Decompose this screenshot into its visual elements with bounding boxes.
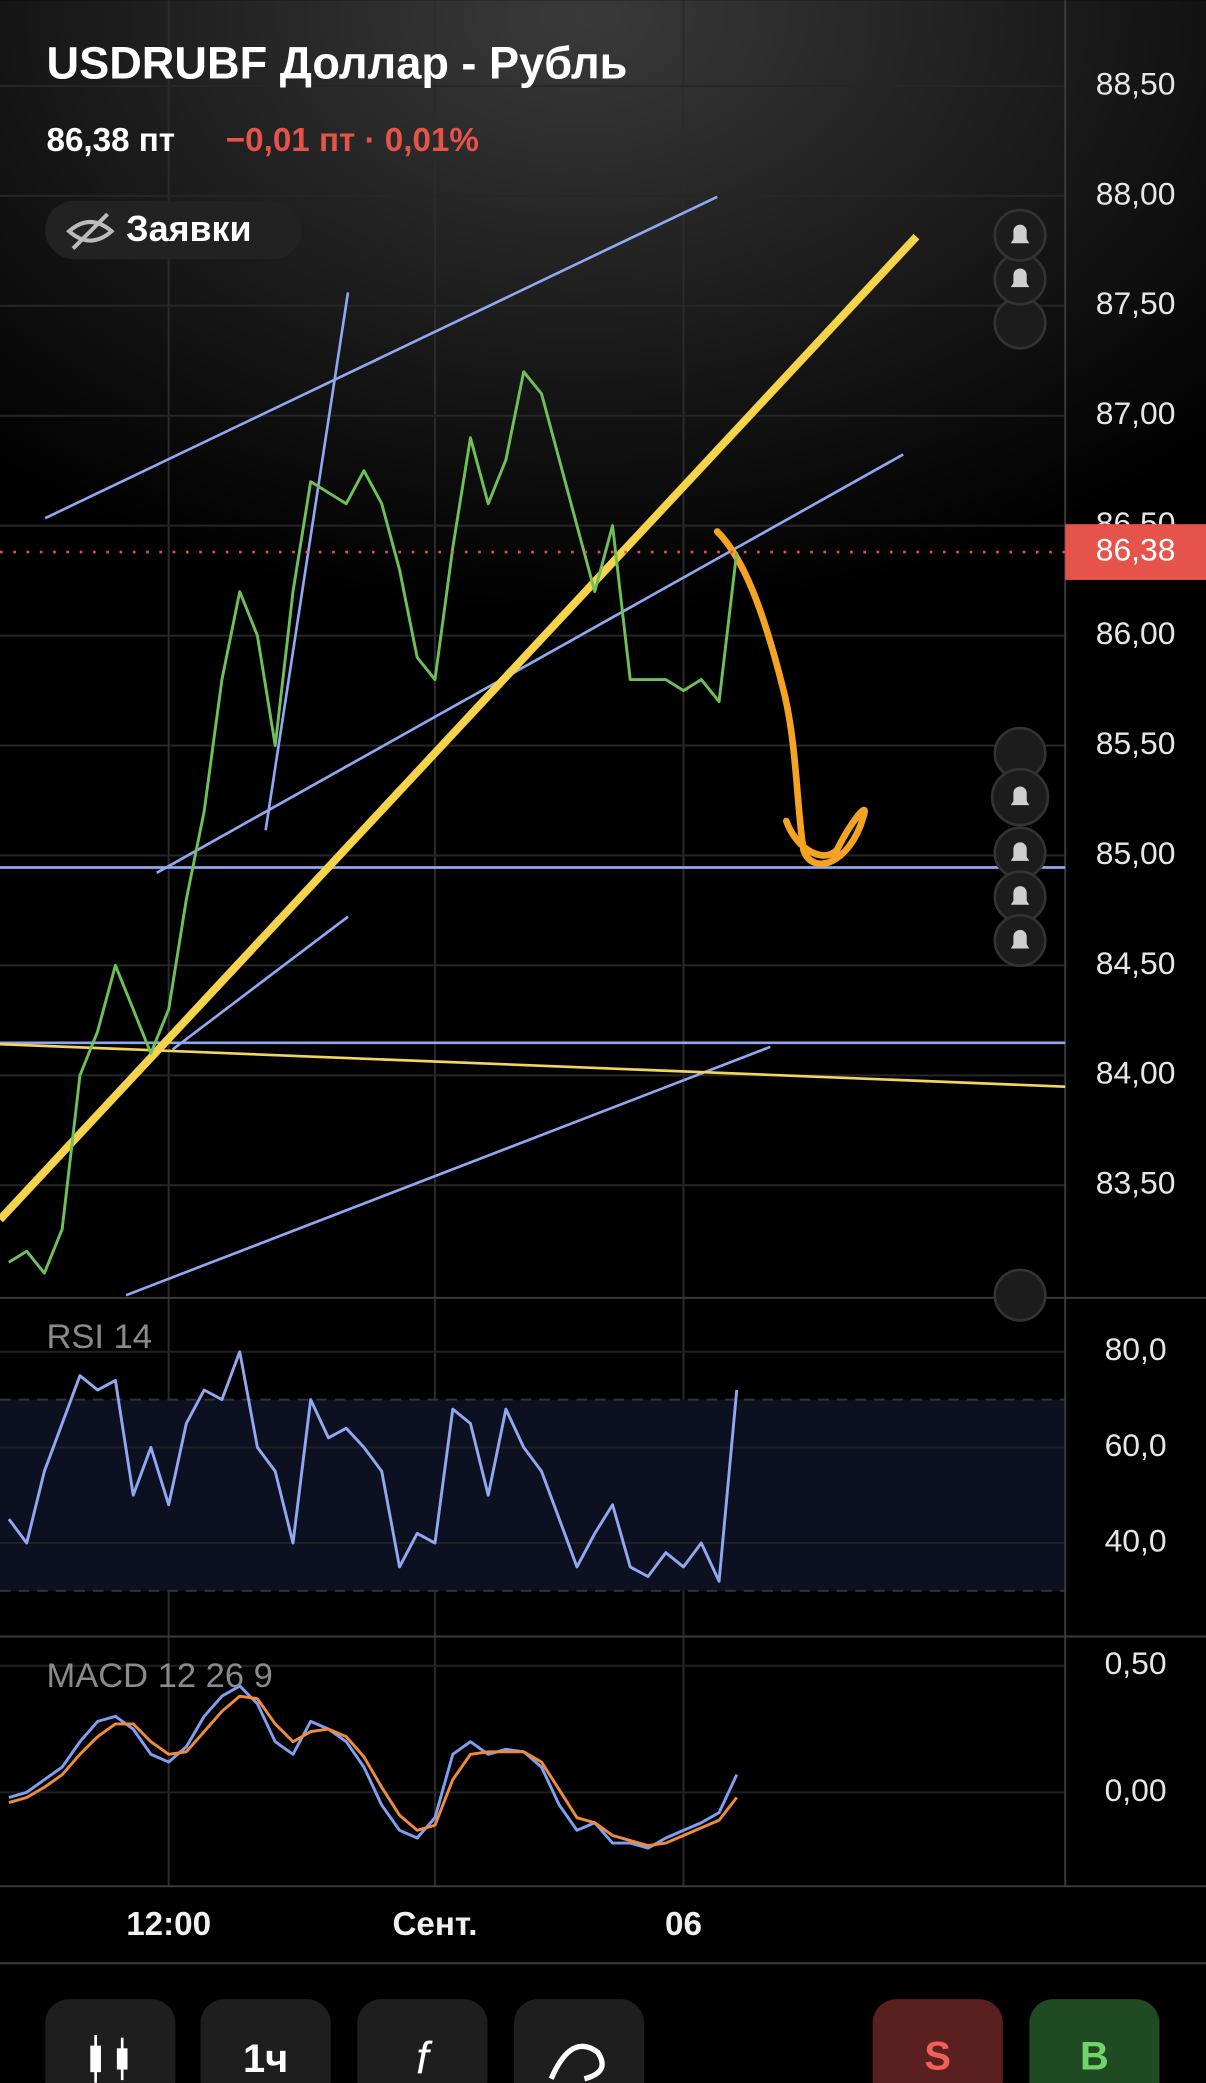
y-tick-label: 60,0 [1105,1427,1167,1463]
y-tick-label: 84,50 [1096,945,1176,981]
x-tick-label: 06 [665,1906,702,1943]
candles-icon [90,2034,128,2083]
eye-icon [66,212,115,250]
y-tick-label: 83,50 [1096,1165,1176,1201]
interval-label: 1ч [243,2037,288,2081]
alert-icon [993,1268,1047,1322]
bell-glyph [1010,929,1030,949]
last-price-label: 86,38 [1096,531,1176,567]
x-tick-label: Сент. [392,1906,477,1943]
bell-glyph [1010,886,1030,905]
series-line [8,370,739,1275]
panel-title: MACD 12 26 9 [46,1657,272,1695]
candle-glyph [120,2037,124,2081]
y-tick-label: 0,00 [1105,1772,1167,1808]
buy-button[interactable] [1029,1999,1160,2083]
trend-line [0,233,920,1223]
last-price: 86,38 пт [46,122,175,159]
y-tick-label: 84,00 [1096,1055,1176,1091]
series-line [8,1684,739,1850]
indicators-button[interactable] [357,1999,488,2083]
series-line [7,1350,739,1583]
y-tick-label: 87,50 [1096,285,1176,321]
panel-borders [0,0,1206,1965]
candle-glyph [94,2034,97,2083]
sell-label: S [924,2034,951,2078]
drawings [0,195,1066,1297]
y-tick-label: 85,50 [1096,725,1176,761]
level-line [0,1042,1066,1088]
interval-button[interactable] [200,1999,331,2083]
y-tick-label: 88,50 [1096,65,1176,101]
y-tick-label: 85,00 [1096,835,1176,871]
eye-strike [71,212,109,250]
drawing-button[interactable] [514,1999,645,2083]
chart-type-button[interactable] [45,1999,176,2083]
trend-line [171,915,349,1051]
bell-glyph [1010,268,1030,288]
orders-chip[interactable] [45,200,302,260]
y-tick-label: 80,0 [1105,1331,1167,1367]
trend-line [125,1045,771,1297]
y-tick-label: 88,00 [1096,175,1176,211]
grid-layer [0,0,1066,1887]
trend-line [44,195,718,520]
rsi-band [0,1399,1066,1591]
price-change: −0,01 пт · 0,01% [226,122,479,159]
trend-line [264,292,350,831]
buy-label: B [1080,2034,1109,2078]
sell-button[interactable] [872,1999,1003,2083]
arrow-drawing [713,528,868,868]
x-tick-label: 12:00 [126,1906,211,1943]
data-layer [0,370,1066,1850]
trend-line [156,453,904,874]
y-tick-label: 86,00 [1096,615,1176,651]
orders-chip-label: Заявки [126,209,251,249]
y-tick-label: 40,0 [1105,1522,1167,1558]
y-tick-label: 87,00 [1096,395,1176,431]
bell-glyphs [1010,224,1030,949]
series-line [8,1694,738,1848]
bell-glyph [1010,842,1030,861]
toolbar: 1ч f S B [45,1999,1160,2083]
instrument-title: USDRUBF Доллар - Рубль [46,38,627,89]
drawing-icon [548,2043,605,2082]
bell-glyph [1010,224,1030,244]
bell-glyph [1010,786,1030,806]
y-tick-label: 0,50 [1105,1645,1167,1681]
background-glow [0,0,1206,798]
last-price-tag [1065,524,1206,580]
panel-title: RSI 14 [46,1318,152,1356]
